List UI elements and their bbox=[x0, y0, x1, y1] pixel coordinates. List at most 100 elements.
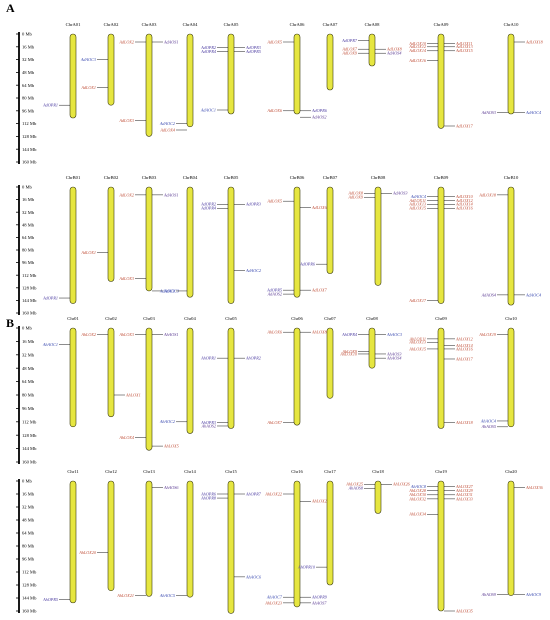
gene-label: AdLOX2 bbox=[118, 192, 134, 197]
gene-label: AdLOX17 bbox=[455, 123, 474, 128]
gene-label: AdLOX17 bbox=[408, 298, 427, 303]
gene-label: AhLOX27 bbox=[455, 484, 474, 489]
chromosome-label: ChrB07 bbox=[323, 175, 338, 180]
gene-label: AdLOX2 bbox=[118, 39, 134, 44]
chromosome-ChrA02: ChrA02 AdAOC3 AdLOX1 bbox=[80, 22, 119, 106]
chromosome-bar bbox=[293, 480, 301, 608]
chromosome-bar bbox=[293, 327, 301, 426]
chromosome-bar bbox=[107, 480, 115, 591]
chromosome-bar bbox=[145, 480, 153, 597]
gene-label: AhAOC6 bbox=[245, 574, 262, 579]
gene-label: AdAOS2 bbox=[267, 292, 282, 297]
chromosome-bar bbox=[326, 186, 334, 274]
gene-label: AdAOC4 bbox=[525, 110, 541, 115]
gene-label: AdAOS2 bbox=[311, 115, 326, 120]
chromosome-bar bbox=[374, 480, 382, 514]
chromosome-label: Chr08 bbox=[366, 316, 378, 321]
gene-label: AdOPR4 bbox=[200, 49, 216, 54]
chromosome-Chr18: Chr18 AhLOX25 AhLOX26 AhAOS8 bbox=[345, 469, 411, 514]
gene-label: AdLOX9 bbox=[341, 51, 358, 56]
chromosome-ChrB03: ChrB03 AdLOX2 AdAOS1 AdLOX3 AdAOC3 bbox=[118, 175, 179, 293]
gene-label: AdLOX13 bbox=[455, 44, 473, 49]
gene-label: AhOPR4 bbox=[341, 332, 357, 337]
gene-label: AhAOS5 bbox=[481, 424, 496, 429]
gene-label: AdLOX8 bbox=[347, 191, 364, 196]
gene-label: AhLOX11 bbox=[409, 336, 426, 341]
gene-label: AhOPR3 bbox=[200, 420, 216, 425]
gene-label: AhLOX23 bbox=[311, 499, 329, 504]
chromosome-label: Chr11 bbox=[67, 469, 79, 474]
gene-label: AhAOS2 bbox=[201, 423, 216, 428]
chromosome-label: ChrA01 bbox=[66, 22, 82, 27]
chromosome-bar bbox=[507, 480, 515, 596]
gene-label: AdAOC1 bbox=[200, 107, 216, 112]
gene-label: AdLOX18 bbox=[478, 192, 497, 197]
chromosome-bar bbox=[374, 186, 382, 286]
chromosome-ChrA08: ChrA08 AdOPR7 AdLOX7 AdLOX8 AdLOX9 AdAOS4 bbox=[341, 22, 403, 67]
chromosome-label: Chr06 bbox=[291, 316, 303, 321]
scale-tick-label: 160 Mb bbox=[22, 311, 37, 316]
gene-label: AhLOX29 bbox=[455, 488, 474, 493]
chromosome-label: Chr02 bbox=[105, 316, 117, 321]
gene-label: AhLOX16 bbox=[455, 346, 474, 351]
gene-label: AhAOS9 bbox=[481, 592, 497, 597]
scale-tick-label: 160 Mb bbox=[22, 609, 37, 614]
gene-label: AhAOC9 bbox=[525, 592, 542, 597]
chromosome-label: Chr03 bbox=[143, 316, 155, 321]
chromosome-Chr07: Chr07 bbox=[324, 316, 336, 399]
chromosome-label: ChrA06 bbox=[290, 22, 306, 27]
scale-tick-label: 80 Mb bbox=[22, 393, 35, 398]
gene-label: AdAOS4 bbox=[386, 51, 401, 56]
gene-label: AhLOX25 bbox=[345, 482, 363, 487]
gene-label: AdAOC2 bbox=[159, 121, 175, 126]
gene-label: AdLOX13 bbox=[408, 202, 426, 207]
chromosome-bar bbox=[69, 480, 77, 604]
chromosome-label: Chr04 bbox=[184, 316, 196, 321]
chromosome-bar bbox=[326, 327, 334, 399]
chromosome-bar bbox=[293, 186, 301, 298]
scale-tick-label: 112 Mb bbox=[22, 273, 37, 278]
gene-label: AdAOS4 bbox=[481, 292, 496, 297]
gene-label: AhLOX34 bbox=[408, 512, 426, 517]
chromosome-bar bbox=[186, 33, 194, 128]
chromosome-label: ChrB09 bbox=[434, 175, 449, 180]
gene-label: AdOPR5 bbox=[245, 49, 261, 54]
panel-letter: B bbox=[6, 316, 14, 330]
chromosome-label: Chr20 bbox=[505, 469, 517, 474]
scale-tick-label: 48 Mb bbox=[22, 70, 35, 75]
gene-label: AhOPR6 bbox=[200, 491, 217, 496]
scale-tick-label: 80 Mb bbox=[22, 96, 35, 101]
chromosome-Chr11: Chr11 AhOPR5 bbox=[42, 469, 79, 604]
scale-tick-label: 16 Mb bbox=[22, 339, 35, 344]
chromosome-bar bbox=[326, 480, 334, 586]
chromosome-ChrB09: ChrB09 AdAOC4 AdLOX10 AdLOX11 AdLOX12 AdLOX13… bbox=[408, 175, 474, 304]
scale-tick-label: 64 Mb bbox=[22, 83, 35, 88]
gene-label: AhLOX7 bbox=[266, 420, 283, 425]
chromosome-Chr04: Chr04 AhAOC2 bbox=[159, 316, 196, 434]
chromosome-Chr15: Chr15 AhOPR6 AhOPR7 AhOPR8 AhAOC6 bbox=[200, 469, 262, 614]
chromosome-Chr01: Chr01 AhAOC1 bbox=[42, 316, 79, 428]
gene-label: AhOPR1 bbox=[200, 356, 216, 361]
chromosome-bar bbox=[69, 327, 77, 428]
chromosome-bar bbox=[437, 327, 445, 429]
scale-tick-label: 128 Mb bbox=[22, 433, 37, 438]
chromosome-bar bbox=[69, 186, 77, 304]
chromosome-Chr09: Chr09 AhLOX11 AhLOX12 AhLOX13 AhLOX14 AhLOX15… bbox=[408, 316, 474, 429]
gene-label: AhLOX19 bbox=[478, 332, 497, 337]
gene-label: AhLOX23 bbox=[264, 600, 282, 605]
chromosome-label: Chr05 bbox=[225, 316, 237, 321]
gene-label: AdLOX12 bbox=[408, 44, 426, 49]
panel-B: B 0 Mb 16 Mb 32 Mb 48 Mb 64 Mb 80 Mb 96 Mb 112 M… bbox=[6, 316, 544, 614]
scale-tick-label: 48 Mb bbox=[22, 366, 35, 371]
chromosome-label: Chr10 bbox=[505, 316, 517, 321]
gene-label: AdLOX5 bbox=[266, 199, 282, 204]
scale-tick-label: 128 Mb bbox=[22, 134, 37, 139]
gene-label: AdLOX3 bbox=[118, 276, 134, 281]
chromosome-ChrA03: ChrA03 AdLOX2 AdAOS1 AdLOX3 bbox=[118, 22, 178, 137]
chromosome-label: Chr01 bbox=[67, 316, 79, 321]
gene-label: AhLOX18 bbox=[455, 420, 474, 425]
gene-label: AhAOC2 bbox=[159, 419, 175, 424]
scale-tick-label: 0 Mb bbox=[22, 479, 33, 484]
